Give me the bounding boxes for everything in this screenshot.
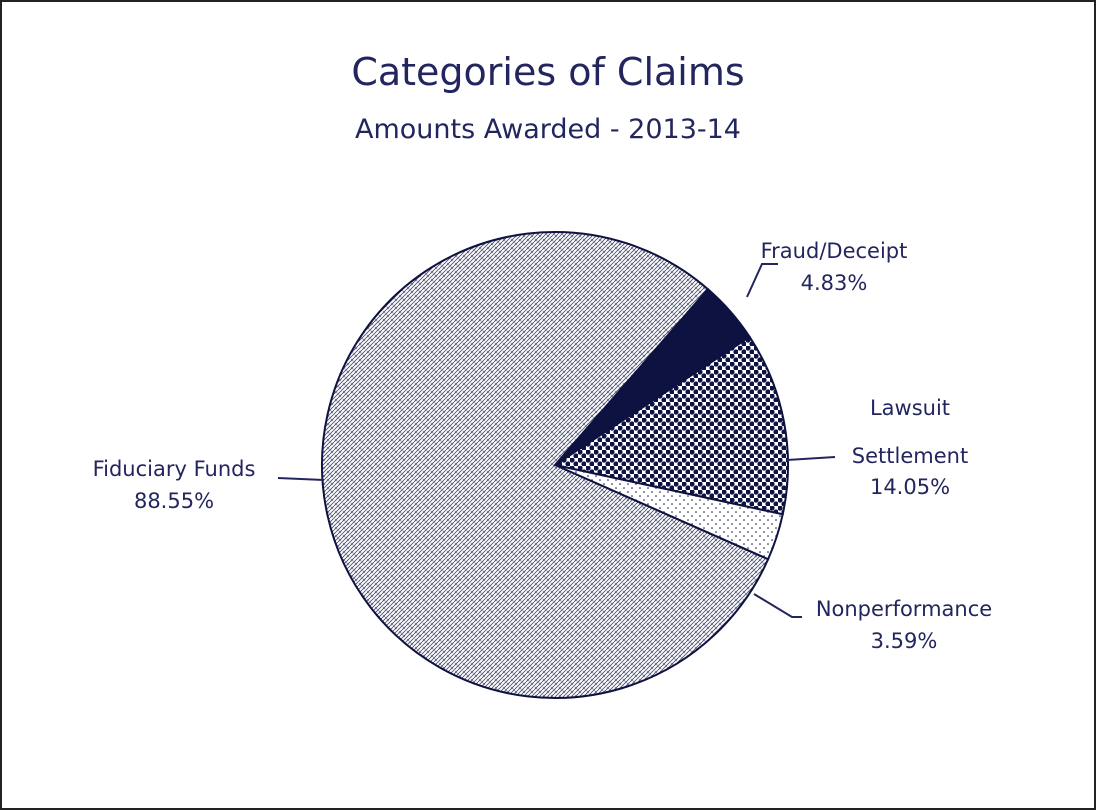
leader-line <box>277 477 325 481</box>
category-label: Fraud/Deceipt <box>760 239 908 263</box>
slice-label: Nonperformance 3.59% <box>784 596 1024 654</box>
value-label: 14.05% <box>869 475 951 499</box>
slice-label: Fraud/Deceipt 4.83% <box>734 238 934 296</box>
leader-line <box>786 456 836 461</box>
leader-line <box>746 263 778 298</box>
slice-label: Fiduciary Funds 88.55% <box>54 456 294 514</box>
chart-title: Categories of Claims <box>351 50 745 94</box>
category-label: Nonperformance <box>815 597 993 621</box>
chart-subtitle: Amounts Awarded - 2013-14 <box>355 114 741 145</box>
value-label: 4.83% <box>800 271 868 295</box>
category-label: Fiduciary Funds <box>92 457 256 481</box>
pie-slice <box>552 335 789 516</box>
leader-line <box>753 593 802 618</box>
slice-label: Lawsuit Settlement 14.05% <box>835 394 985 500</box>
category-label: Lawsuit Settlement <box>851 396 969 468</box>
value-label: 88.55% <box>133 489 215 513</box>
value-label: 3.59% <box>870 629 938 653</box>
pie-slice <box>321 231 770 699</box>
